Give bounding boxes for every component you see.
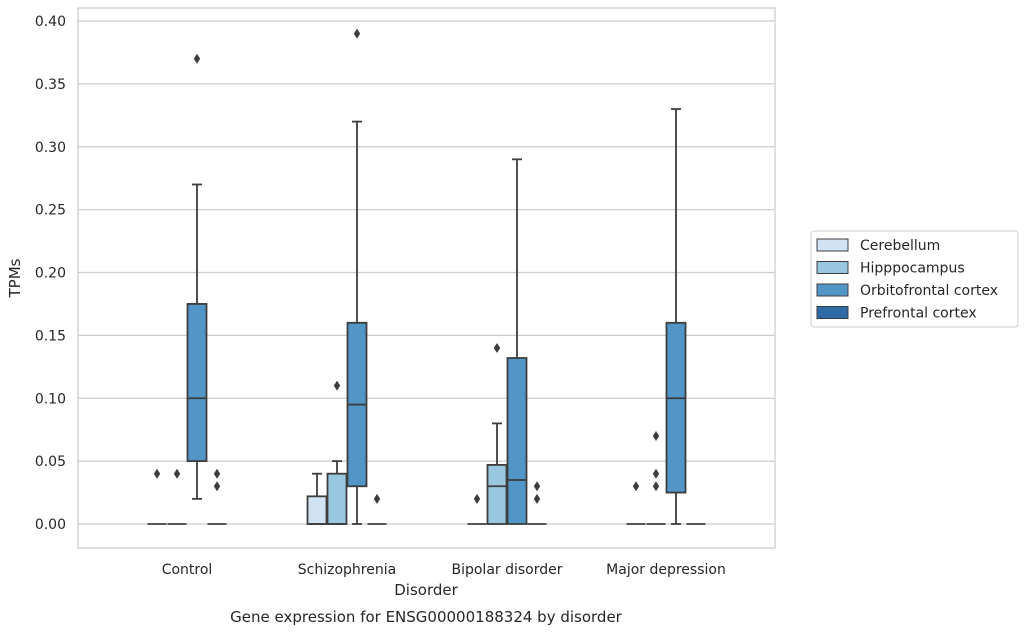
box-body <box>506 357 528 525</box>
y-axis-ticks: 0.00 0.05 0.10 0.15 0.20 0.25 0.30 0.35 0.40 <box>35 14 66 533</box>
box <box>306 472 328 525</box>
box <box>367 493 387 525</box>
legend-frame <box>810 230 1019 328</box>
box <box>467 493 487 525</box>
outlier-point <box>632 481 640 492</box>
legend-label: Hipppocampus <box>860 261 965 277</box>
outlier-point <box>533 481 541 492</box>
outlier-point <box>353 28 361 39</box>
outlier-point <box>173 468 181 479</box>
box <box>207 468 227 525</box>
y-tick-label: 0.00 <box>35 517 66 533</box>
box-body <box>486 463 508 525</box>
y-tick-label: 0.05 <box>35 454 66 470</box>
box <box>506 158 528 525</box>
outlier-point <box>213 468 221 479</box>
plot-frame <box>77 7 776 549</box>
x-axis-ticks: Control Schizophrenia Bipolar disorder Majo… <box>162 562 726 578</box>
box-body <box>186 303 208 463</box>
box-body <box>665 321 687 494</box>
box <box>326 380 348 525</box>
outlier-point <box>652 468 660 479</box>
y-tick-label: 0.20 <box>35 266 66 282</box>
y-tick-label: 0.40 <box>35 14 66 30</box>
legend-swatch <box>816 238 849 252</box>
x-tick-label: Bipolar disorder <box>451 562 562 578</box>
outlier-point <box>213 481 221 492</box>
outlier-point <box>652 430 660 441</box>
outlier-point <box>333 380 341 391</box>
x-axis-label: Disorder <box>394 581 458 599</box>
box-body <box>326 472 348 525</box>
outlier-point <box>493 342 501 353</box>
y-tick-label: 0.30 <box>35 140 66 156</box>
x-tick-label: Schizophrenia <box>298 562 396 578</box>
outlier-point <box>193 53 201 64</box>
outlier-point <box>153 468 161 479</box>
box <box>665 108 687 525</box>
box <box>527 481 547 525</box>
y-tick-label: 0.10 <box>35 391 66 407</box>
legend-label: Orbitofrontal cortex <box>860 283 998 299</box>
chart-caption: Gene expression for ENSG00000188324 by d… <box>230 608 623 626</box>
legend-swatch <box>816 306 849 319</box>
outlier-point <box>533 493 541 504</box>
box <box>167 468 187 525</box>
legend-swatch <box>816 283 849 297</box>
boxes <box>147 28 706 525</box>
outlier-point <box>373 493 381 504</box>
box <box>486 342 508 525</box>
y-axis-label: TPMs <box>6 258 24 298</box>
x-tick-label: Control <box>162 562 213 578</box>
y-tick-label: 0.35 <box>35 77 66 93</box>
y-tick-label: 0.25 <box>35 203 66 219</box>
outlier-point <box>652 481 660 492</box>
box <box>646 430 666 525</box>
box <box>346 28 368 525</box>
legend: Cerebellum Hipppocampus Orbitofrontal cort… <box>810 230 1019 328</box>
x-tick-label: Major depression <box>606 562 726 578</box>
legend-label: Prefrontal cortex <box>860 306 977 322</box>
legend-swatch <box>816 261 849 274</box>
box <box>186 53 208 500</box>
box-body <box>306 495 328 525</box>
y-tick-label: 0.15 <box>35 328 66 344</box>
outlier-point <box>473 493 481 504</box>
legend-label: Cerebellum <box>860 238 940 254</box>
box <box>626 481 646 525</box>
box <box>147 468 167 525</box>
